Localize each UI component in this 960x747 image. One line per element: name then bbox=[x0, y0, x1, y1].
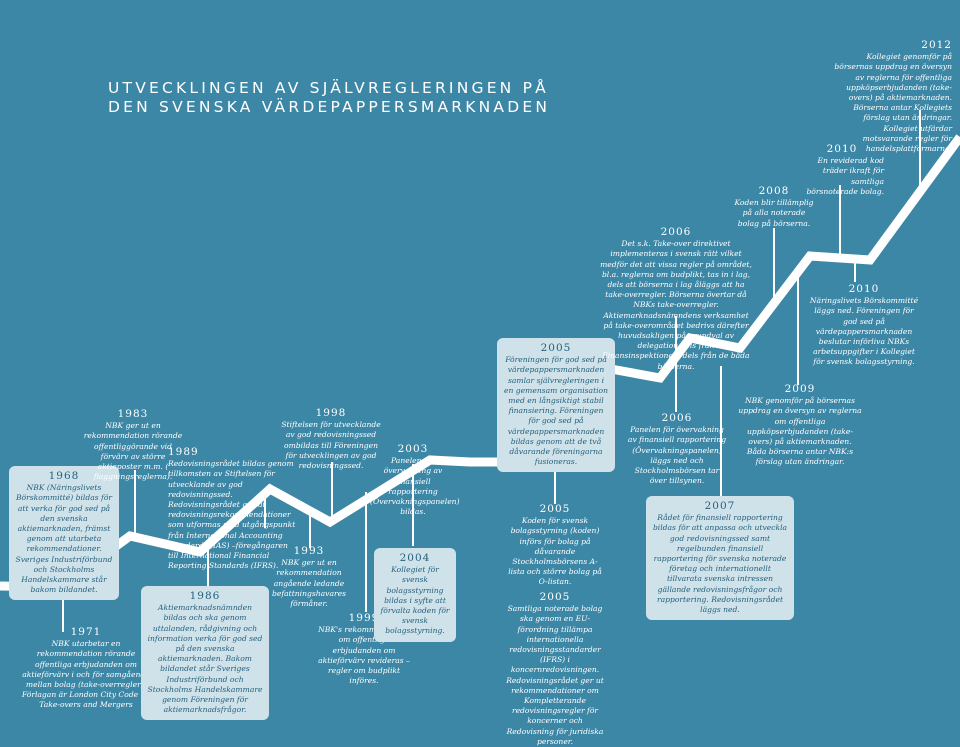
event-2005a-text: Föreningen för god sed på värdepappersma… bbox=[503, 355, 609, 467]
event-1989: 1989 Redovisningsrådet bildas genom till… bbox=[168, 447, 300, 571]
event-2006-takeover: 2006 Det s.k. Take-over direktivet imple… bbox=[598, 227, 754, 372]
timeline-diagram: UTVECKLINGEN AV SJÄLVREGLERINGEN PÅ DEN … bbox=[0, 40, 960, 746]
event-1993: 1993 NBK ger ut en rekommendation angåen… bbox=[263, 546, 355, 609]
event-1993-year: 1993 bbox=[293, 545, 325, 557]
event-2008-year: 2008 bbox=[758, 185, 790, 197]
event-2010-kod: 2010 En reviderad kod träder ikraft för … bbox=[800, 144, 884, 197]
event-2012: 2012 Kollegiet genomför på börsernas upp… bbox=[832, 40, 952, 154]
event-2007-year: 2007 bbox=[704, 500, 736, 512]
event-1999: 1999 NBK's rekommendation om offentliga … bbox=[318, 613, 410, 686]
title-line-1: UTVECKLINGEN AV SJÄLVREGLERINGEN PÅ bbox=[108, 79, 549, 97]
event-2006b-text: Panelen för övervakning av finansiell ra… bbox=[627, 425, 727, 486]
event-2005-koden: 2005 Koden för svensk bolagsstyrning (ko… bbox=[505, 504, 605, 588]
event-2005-ifrs: 2005 Samtliga noterade bolag ska genom e… bbox=[503, 592, 607, 747]
page-title: UTVECKLINGEN AV SJÄLVREGLERINGEN PÅ DEN … bbox=[108, 79, 550, 117]
event-1998-year: 1998 bbox=[315, 407, 347, 419]
event-1993-text: NBK ger ut en rekommendation angående le… bbox=[271, 558, 347, 609]
event-2004-text: Kollegiet för svensk bolagsstyrning bild… bbox=[380, 565, 450, 636]
title-line-2: DEN SVENSKA VÄRDEPAPPERSMARKNADEN bbox=[108, 98, 551, 116]
event-1983-text: NBK ger ut en rekommendation rörande off… bbox=[83, 421, 183, 482]
event-2007: 2007 Rådet för finansiell rapportering b… bbox=[646, 496, 794, 621]
event-2006a-text: Det s.k. Take-over direktivet implemente… bbox=[600, 239, 752, 371]
event-2006a-year: 2006 bbox=[660, 226, 692, 238]
event-2012-year: 2012 bbox=[921, 39, 952, 51]
event-1998-text: Stiftelsen för utvecklande av god redovi… bbox=[281, 420, 381, 471]
event-2009: 2009 NBK genomför på börsernas uppdrag e… bbox=[738, 384, 862, 468]
event-2004: 2004 Kollegiet för svensk bolagsstyrning… bbox=[374, 548, 456, 642]
event-2005c-text: Samtliga noterade bolag ska genom en EU-… bbox=[506, 604, 604, 746]
event-1971-text: NBK utarbetar en rekommendation rörande … bbox=[21, 639, 151, 710]
event-2010a-year: 2010 bbox=[826, 143, 858, 155]
event-1983: 1983 NBK ger ut en rekommendation rörand… bbox=[83, 409, 183, 482]
event-2005b-year: 2005 bbox=[539, 503, 571, 515]
event-2003-year: 2003 bbox=[397, 443, 429, 455]
event-2009-year: 2009 bbox=[784, 383, 816, 395]
event-2009-text: NBK genomför på börsernas uppdrag en öve… bbox=[738, 396, 862, 467]
event-2006-panelen: 2006 Panelen för övervakning av finansie… bbox=[627, 413, 727, 486]
event-2010b-text: Näringslivets Börskommitté läggs ned. Fö… bbox=[809, 296, 919, 367]
event-2012-text: Kollegiet genomför på börsernas uppdrag … bbox=[834, 52, 952, 154]
event-2003: 2003 Panelen för övervakning av finansie… bbox=[370, 443, 460, 517]
event-2005c-year: 2005 bbox=[539, 591, 571, 603]
event-1968-text: NBK (Näringslivets Börskommitté) bildas … bbox=[15, 483, 113, 595]
event-2007-text: Rådet för finansiell rapportering bildas… bbox=[652, 513, 788, 615]
event-1989-text: Redovisningsrådet bildas genom tillkomst… bbox=[168, 459, 296, 571]
event-1983-year: 1983 bbox=[117, 408, 149, 420]
event-2010a-text: En reviderad kod träder ikraft för samtl… bbox=[806, 156, 884, 196]
event-2005b-text: Koden för svensk bolagsstyrning (koden) … bbox=[508, 516, 602, 587]
event-2005-foreningen: 2005 Föreningen för god sed på värdepapp… bbox=[497, 338, 615, 473]
event-2006b-year: 2006 bbox=[661, 412, 693, 424]
event-1989-year: 1989 bbox=[168, 446, 199, 458]
event-2008-text: Koden blir tillämplig på alla noterade b… bbox=[734, 198, 814, 228]
event-1968: 1968 NBK (Näringslivets Börskommitté) bi… bbox=[9, 466, 119, 601]
event-2003-text: Panelen för övervakning av finansiell ra… bbox=[370, 456, 460, 517]
event-1971: 1971 NBK utarbetar en rekommendation rör… bbox=[20, 627, 152, 711]
event-2008: 2008 Koden blir tillämplig på alla noter… bbox=[733, 186, 815, 229]
event-1986-text: Aktiemarknadsnämnden bildas och ska geno… bbox=[147, 603, 263, 715]
event-2005a-year: 2005 bbox=[540, 342, 572, 354]
event-1986-year: 1986 bbox=[189, 590, 221, 602]
event-1968-year: 1968 bbox=[48, 470, 80, 482]
event-2010-nbk: 2010 Näringslivets Börskommitté läggs ne… bbox=[808, 284, 920, 368]
event-1999-text: NBK's rekommendation om offentliga erbju… bbox=[318, 625, 410, 686]
event-2004-year: 2004 bbox=[399, 552, 431, 564]
event-1971-year: 1971 bbox=[70, 626, 102, 638]
event-1986: 1986 Aktiemarknadsnämnden bildas och ska… bbox=[141, 586, 269, 721]
event-1998: 1998 Stiftelsen för utvecklande av god r… bbox=[278, 408, 384, 471]
event-1999-year: 1999 bbox=[348, 612, 380, 624]
event-2010b-year: 2010 bbox=[848, 283, 880, 295]
